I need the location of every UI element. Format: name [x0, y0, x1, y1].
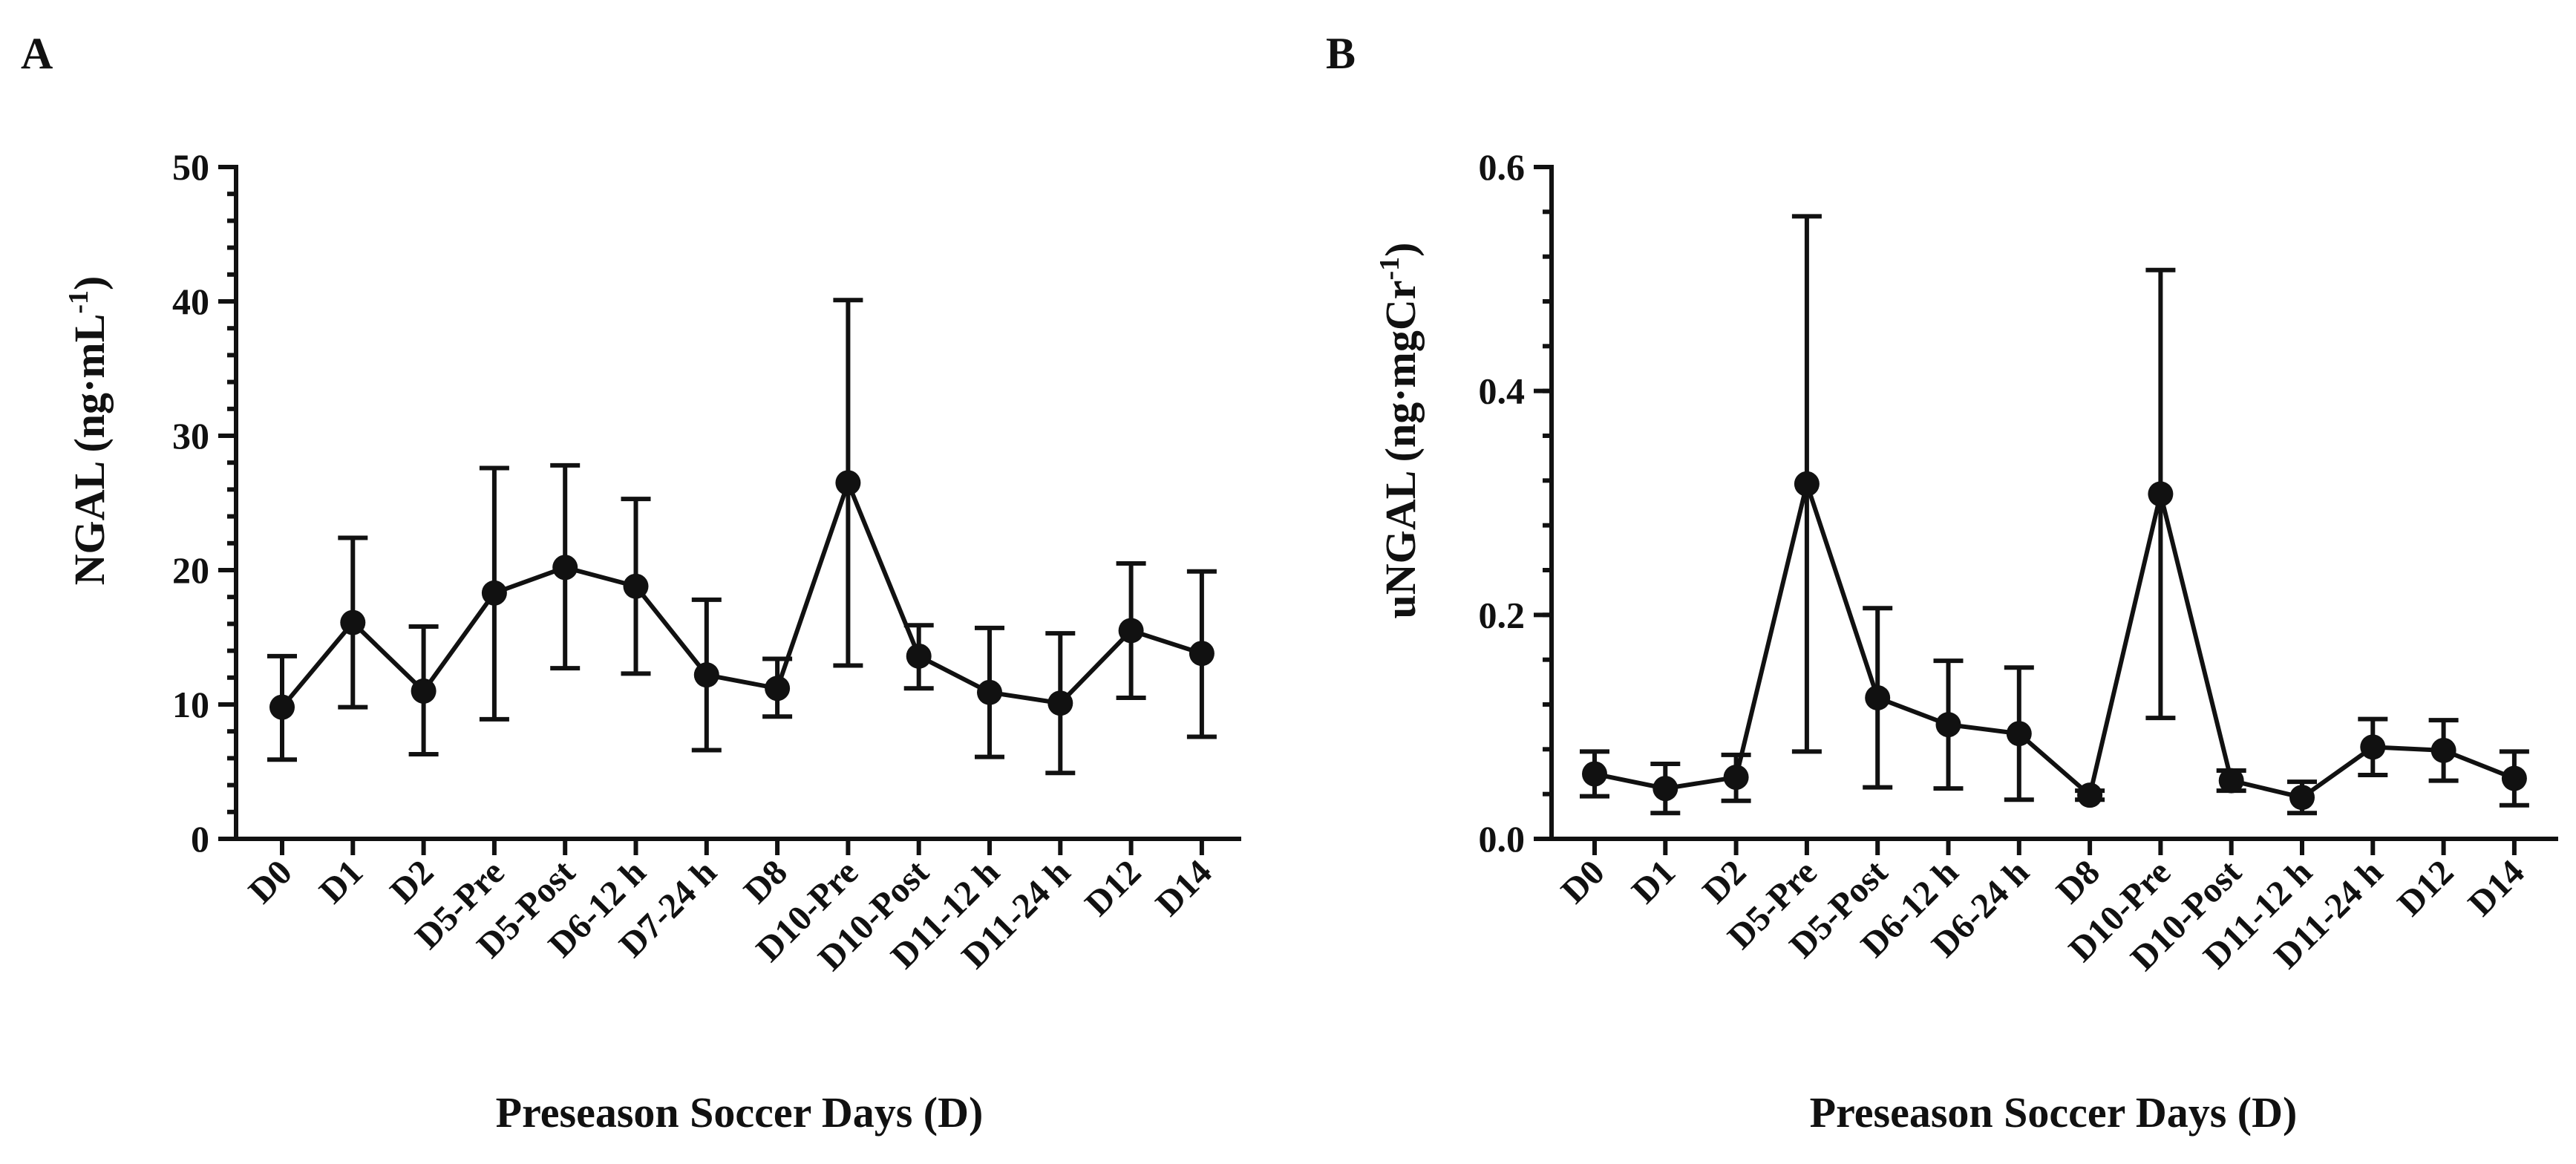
panel-a-data-point: [977, 679, 1002, 705]
panel-a-y-tick-label: 40: [172, 281, 209, 322]
panel-b-y-tick-label: 0.2: [1479, 594, 1526, 635]
panel-a-x-tick-label: D12: [1077, 852, 1148, 923]
panel-a-series-line: [280, 480, 1203, 709]
panel-b-x-tick-label: D12: [2390, 852, 2461, 923]
panel-a-data-point: [552, 555, 578, 581]
panel-b-data-point: [2501, 765, 2527, 791]
panel-a-data-point: [835, 470, 861, 496]
panel-a-data-point: [906, 643, 932, 669]
panel-b-data-point: [2430, 737, 2456, 763]
panel-b-x-tick-label: D14: [2461, 852, 2532, 923]
panel-a-x-tick-label: D14: [1148, 852, 1220, 923]
panel-a-xlabel: Preseason Soccer Days (D): [496, 1088, 984, 1137]
panel-a-letter: A: [21, 29, 53, 78]
panel-a-x-tick-label: D0: [241, 852, 300, 911]
panel-a-x-tick-label: D2: [382, 852, 441, 911]
panel-b-data-point: [1865, 684, 1891, 710]
panel-b-data-point: [1723, 765, 1749, 791]
panel-a-data-point: [411, 678, 437, 704]
panel-a-data-point: [765, 676, 791, 702]
panel-a-y-tick-label: 20: [172, 549, 209, 591]
panel-b-ylabel: uNGAL (ng·mgCr-1): [1374, 243, 1425, 619]
panel-a-y-tick-label: 10: [172, 684, 209, 725]
panel-a-y-tick-label: 30: [172, 415, 209, 457]
panel-a-ylabel: NGAL (ng·mL-1): [63, 276, 114, 586]
panel-a-data-point: [693, 662, 719, 688]
panel-b-data-point: [2077, 782, 2103, 808]
panel-b-data-point: [2148, 481, 2174, 507]
panel-b-data-point: [2360, 734, 2386, 760]
panel-a-data-point: [1118, 618, 1144, 644]
panel-b-y-tick-label: 0.0: [1479, 818, 1526, 860]
panel-b-x-tick-label: D2: [1695, 852, 1753, 911]
panel-a-data-point: [623, 573, 649, 599]
panel-b-data-point: [1582, 761, 1607, 787]
panel-a-data-point: [340, 609, 366, 635]
panel-b-series-line: [1594, 481, 2516, 800]
panel-b-y-tick-label: 0.4: [1479, 370, 1526, 412]
panel-b-data-point: [1935, 712, 1961, 738]
panel-b-data-point: [1794, 471, 1820, 497]
panel-a-data-point: [269, 694, 295, 720]
panel-a-data-point: [1189, 641, 1215, 667]
panel-a-x-tick-label: D1: [312, 852, 370, 911]
panel-b-data-point: [1653, 776, 1678, 802]
panel-b: B Preseason Soccer Days (D) uNGAL (ng·mg…: [1326, 29, 2558, 1137]
panel-a-x-tick-label: D8: [736, 852, 795, 911]
panel-a-data-point: [481, 580, 507, 606]
panel-a-data-point: [1047, 690, 1073, 716]
panel-a-y-tick-label: 50: [172, 146, 209, 188]
panel-b-data-point: [2289, 785, 2315, 811]
panel-b-data-point: [2218, 768, 2244, 794]
panel-b-x-tick-label: D0: [1554, 852, 1612, 911]
panel-a-y-tick-label: 0: [191, 818, 209, 860]
panel-a: A Preseason Soccer Days (D) NGAL (ng·mL-…: [21, 29, 1241, 1137]
panel-b-x-tick-label: D8: [2049, 852, 2108, 911]
panel-b-y-tick-label: 0.6: [1479, 146, 1526, 188]
panel-b-data-point: [2006, 721, 2032, 747]
panel-b-letter: B: [1326, 29, 1356, 78]
panel-b-x-tick-label: D1: [1624, 852, 1683, 911]
panel-b-xlabel: Preseason Soccer Days (D): [1810, 1088, 2298, 1137]
